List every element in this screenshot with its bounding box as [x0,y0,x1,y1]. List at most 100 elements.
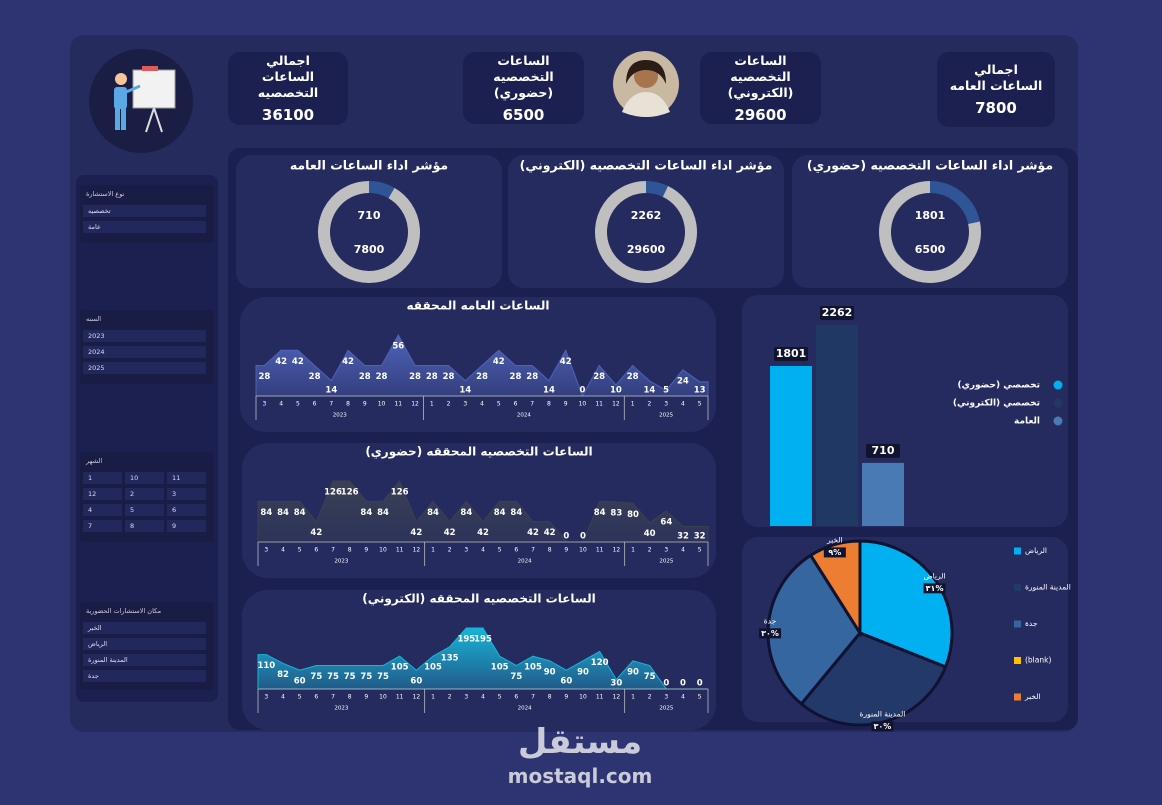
x-tick-label: 8 [547,401,551,408]
slicer-item[interactable]: 7 [83,520,122,532]
presentation-icon [89,49,193,153]
x-tick-label: 6 [314,547,318,554]
data-label: 126 [324,488,342,498]
data-label: 28 [526,372,538,382]
x-tick-label: 6 [313,401,317,408]
x-tick-label: 4 [681,694,685,701]
slicer-item[interactable]: 2023 [83,330,206,342]
slicer-item[interactable]: جدة [83,670,206,682]
x-tick-label: 9 [364,547,368,554]
bar [862,462,904,526]
donut-label: 1801 [915,209,946,222]
data-label: 10 [610,386,622,396]
legend-marker [1053,416,1063,426]
slicer-item[interactable]: 6 [167,504,206,516]
slicer-item[interactable]: 11 [167,472,206,484]
slicer-item[interactable]: 2025 [83,362,206,374]
x-tick-label: 9 [363,401,367,408]
slicer-item[interactable]: 12 [83,488,122,500]
year-label: 2025 [659,413,673,419]
data-label: 195 [474,635,492,645]
kpi-title: الساعات التخصصيه (حضوري) [493,52,554,100]
data-label: 0 [663,679,669,689]
slicer-item[interactable]: الخبر [83,622,206,634]
data-label: 28 [476,372,488,382]
data-label: 42 [493,357,505,367]
data-label: 82 [277,670,289,680]
data-label: 75 [310,672,322,682]
data-label: 1801 [776,347,807,360]
x-tick-label: 8 [348,694,352,701]
data-label: 42 [342,357,354,367]
x-tick-label: 12 [413,694,421,701]
legend-label: تخصصي (الكتروني) [953,399,1040,409]
year-label: 2024 [517,413,531,419]
legend-marker [1014,584,1021,591]
x-tick-label: 7 [329,401,333,408]
data-label: 75 [344,672,356,682]
pie-slice [766,553,862,706]
slicer-item[interactable]: 5 [125,504,164,516]
data-label: 14 [543,386,555,396]
x-tick-label: 9 [564,547,568,554]
slicer-item[interactable]: 3 [167,488,206,500]
kpi-value: 7800 [975,99,1017,117]
slicer-item[interactable]: الرياض [83,638,206,650]
data-label: 75 [327,672,339,682]
kpi-value: 36100 [261,106,315,124]
data-label: 42 [310,528,322,538]
x-tick-label: 6 [514,694,518,701]
kpi-card: الساعات التخصصيه (حضوري) 6500 [463,52,584,124]
slicer-item[interactable]: 1 [83,472,122,484]
slicer-item[interactable]: 2 [125,488,164,500]
slicer-item[interactable]: تخصصيه [83,205,206,217]
slicer: السنه 2023 2024 2025 [80,310,214,384]
x-tick-label: 3 [664,547,668,554]
slicer-title: مكان الاستشارات الحضورية [86,607,162,615]
data-label: 28 [510,372,522,382]
x-tick-label: 2 [648,694,652,701]
x-tick-label: 1 [631,694,635,701]
year-label: 2024 [518,706,532,712]
x-tick-label: 11 [396,547,404,554]
x-tick-label: 5 [298,694,302,701]
slicer-item[interactable]: المدينة المنورة [83,654,206,666]
x-tick-label: 9 [564,401,568,408]
label-bg [871,721,894,732]
data-label: 28 [376,372,388,382]
x-tick-label: 1 [431,547,435,554]
data-label: 5 [663,386,669,396]
x-tick-label: 4 [281,694,285,701]
slicer-item[interactable]: 2024 [83,346,206,358]
x-tick-label: 12 [413,547,421,554]
slicer-item[interactable]: 9 [167,520,206,532]
x-tick-label: 3 [463,401,467,408]
donut-segment [879,181,981,283]
x-tick-label: 10 [579,547,587,554]
slicer-item[interactable]: 8 [125,520,164,532]
data-label: 14 [459,386,471,396]
slicer-item[interactable]: 10 [125,472,164,484]
area [255,333,709,398]
slicer-item[interactable]: 4 [83,504,122,516]
x-tick-label: 5 [498,547,502,554]
data-label: 105 [491,663,509,673]
pie-slice [858,539,954,669]
kpi-card: اجمالي الساعات التخصصيه 36100 [228,52,348,125]
x-tick-label: 1 [431,694,435,701]
x-tick-label: 2 [447,401,451,408]
x-tick-label: 12 [411,401,419,408]
x-tick-label: 3 [264,547,268,554]
profile-photo [613,51,679,117]
data-label: 14 [643,386,655,396]
kpi-card: الساعات التخصصيه (الكتروني) 29600 [700,52,821,124]
legend-marker [1014,693,1021,701]
x-tick-label: 2 [647,401,651,408]
data-label: 80 [627,510,639,520]
pie-slice [808,539,862,639]
data-label: 42 [544,528,556,538]
x-tick-label: 6 [314,694,318,701]
slicer-item[interactable]: عامة [83,221,206,233]
data-label: 42 [275,357,287,367]
label-bg [866,443,900,458]
